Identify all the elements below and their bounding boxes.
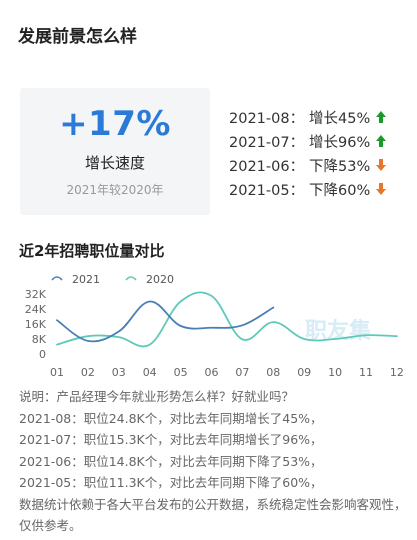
stat-text: 增长96% bbox=[309, 134, 371, 151]
stat-date: 2021-08： bbox=[229, 110, 305, 127]
stat-row: 2021-05： 下降60% bbox=[229, 177, 417, 201]
growth-sub: 2021年较2020年 bbox=[66, 183, 164, 197]
x-tick-label: 09 bbox=[297, 366, 311, 379]
growth-value: +17% bbox=[59, 104, 171, 144]
legend-label: 2020 bbox=[146, 273, 174, 286]
x-tick-label: 04 bbox=[143, 366, 157, 379]
x-tick-label: 08 bbox=[266, 366, 280, 379]
legend-swatch bbox=[51, 276, 63, 281]
stat-date: 2021-06： bbox=[229, 158, 305, 175]
stat-text: 下降60% bbox=[309, 182, 371, 199]
stat-date: 2021-05： bbox=[229, 182, 305, 199]
growth-label: 增长速度 bbox=[84, 154, 145, 172]
monthly-stats: 2021-08： 增长45% 2021-07： 增长96% 2021-06： 下… bbox=[229, 105, 417, 201]
description-line: 2021-08：职位24.8K个，对比去年同期增长了45%， bbox=[19, 410, 323, 426]
growth-card: +17% 增长速度 2021年较2020年 bbox=[20, 88, 210, 215]
stat-text: 下降53% bbox=[309, 158, 371, 175]
x-tick-label: 07 bbox=[235, 366, 249, 379]
x-tick-label: 06 bbox=[205, 366, 219, 379]
x-tick-label: 05 bbox=[174, 366, 188, 379]
stat-row: 2021-06： 下降53% bbox=[229, 153, 417, 177]
description-line: 说明：产品经理今年就业形势怎么样？好就业吗？ bbox=[19, 389, 295, 404]
y-tick-label: 24K bbox=[25, 303, 47, 316]
stat-text: 增长45% bbox=[309, 110, 371, 127]
series-line-2021 bbox=[56, 300, 275, 343]
arrow-down-icon bbox=[376, 159, 387, 171]
description-line: 2021-06：职位14.8K个，对比去年同期下降了53%， bbox=[19, 453, 323, 469]
stat-row: 2021-07： 增长96% bbox=[229, 129, 417, 153]
arrow-up-icon bbox=[376, 135, 387, 147]
legend-swatch bbox=[125, 276, 137, 281]
stat-date: 2021-07： bbox=[229, 134, 305, 151]
legend-label: 2021 bbox=[72, 273, 100, 286]
description-line: 2021-07：职位15.3K个，对比去年同期增长了96%， bbox=[19, 432, 323, 447]
y-tick-label: 0 bbox=[39, 348, 46, 361]
description: 说明：产品经理今年就业形势怎么样？好就业吗？ 2021-08：职位24.8K个，… bbox=[19, 386, 409, 537]
section-title: 发展前景怎么样 bbox=[18, 27, 137, 47]
x-tick-label: 11 bbox=[359, 366, 373, 379]
arrow-up-icon bbox=[376, 111, 387, 123]
x-tick-label: 10 bbox=[328, 366, 342, 379]
stat-row: 2021-08： 增长45% bbox=[229, 105, 417, 129]
series-line-2020 bbox=[56, 291, 398, 348]
chart-title: 近2年招聘职位量对比 bbox=[19, 242, 165, 260]
x-tick-label: 12 bbox=[390, 366, 404, 379]
y-tick-label: 16K bbox=[25, 318, 47, 331]
arrow-down-icon bbox=[376, 183, 387, 195]
y-tick-label: 8K bbox=[32, 333, 47, 346]
description-line: 2021-05：职位11.3K个，对比去年同期下降了60%， bbox=[19, 475, 323, 490]
x-tick-label: 01 bbox=[50, 366, 64, 379]
description-line: 数据统计依赖于各大平台发布的公开数据，系统稳定性会影响客观性，仅供参考。 bbox=[19, 496, 407, 534]
y-tick-label: 32K bbox=[25, 288, 47, 301]
x-tick-label: 03 bbox=[112, 366, 126, 379]
x-tick-label: 02 bbox=[81, 366, 95, 379]
